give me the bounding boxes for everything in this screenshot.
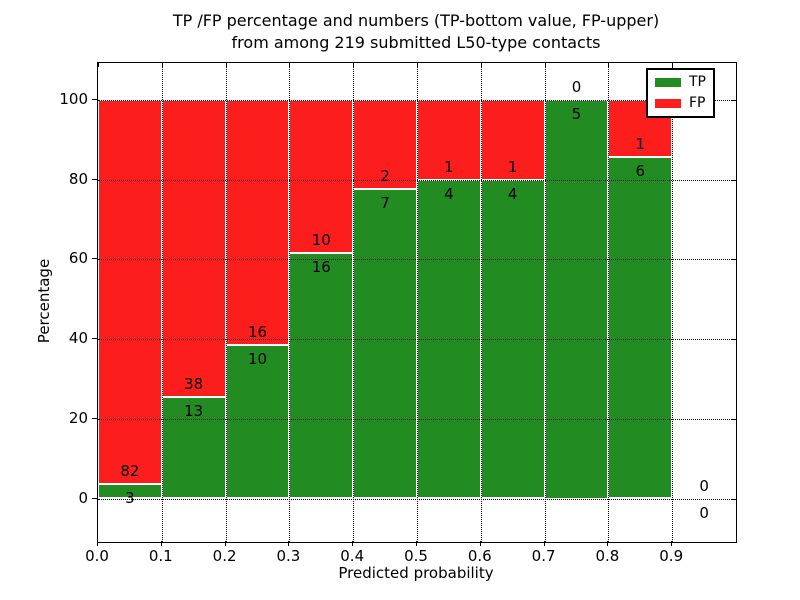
gridline-x	[225, 63, 227, 542]
x-tick-label: 0.1	[148, 547, 173, 565]
bar-segment-fp	[353, 100, 417, 189]
bar-segment-tp	[608, 156, 673, 499]
x-tick	[416, 541, 417, 546]
y-tick-label: 40	[68, 329, 88, 348]
bar-annotation-fp: 1	[444, 157, 454, 176]
gridline-x	[480, 63, 482, 542]
legend-item-fp: FP	[655, 96, 706, 111]
bar-annotation-tp: 6	[635, 161, 646, 180]
bar-segment-fp	[161, 100, 226, 397]
x-tick	[543, 541, 545, 546]
bar-annotation-tp: 10	[247, 350, 268, 369]
gridline-x	[417, 63, 418, 542]
bar-annotation-fp: 1	[635, 134, 646, 153]
chart-title-line2: from among 219 submitted L50-type contac…	[231, 33, 601, 52]
bar-annotation-fp: 10	[311, 231, 331, 250]
x-tick-label: 0.5	[404, 547, 428, 565]
x-tick-label: 0.2	[212, 547, 237, 565]
x-tick-label: 0.9	[659, 547, 684, 565]
bar-annotation-fp: 0	[571, 78, 582, 96]
x-tick-label: 0.3	[276, 547, 301, 565]
bar-annotation-tp: 4	[444, 184, 454, 203]
bar-annotation-tp: 0	[699, 503, 709, 522]
legend-item-tp: TP	[655, 75, 706, 90]
bar-annotation-tp: 16	[311, 258, 331, 277]
y-tick	[92, 497, 97, 499]
bar-segment-tp	[353, 188, 417, 499]
bar-annotation-fp: 0	[699, 476, 709, 495]
y-tick-label: 0	[78, 488, 88, 507]
gridline-x	[353, 63, 355, 542]
x-tick-top	[98, 63, 99, 67]
x-tick-label: 0.0	[85, 547, 109, 565]
bar-segment-fp	[98, 100, 162, 485]
x-tick-label: 0.7	[531, 547, 556, 565]
bar-annotation-fp: 16	[247, 323, 268, 342]
bar-annotation-fp: 2	[380, 166, 390, 185]
bar-annotation-fp: 38	[184, 374, 204, 393]
chart-title-line1: TP /FP percentage and numbers (TP-bottom…	[172, 11, 660, 30]
bar-annotation-fp: 82	[120, 462, 140, 481]
legend-label-fp: FP	[689, 95, 706, 111]
bar-annotation-tp: 5	[571, 105, 582, 123]
bar-segment-tp	[98, 484, 162, 499]
bar-segment-tp	[544, 100, 609, 499]
x-tick	[671, 541, 673, 546]
bar-segment-tp	[289, 253, 354, 499]
gridline-x	[608, 63, 610, 542]
gridline-x	[289, 63, 291, 542]
y-tick	[92, 338, 97, 340]
bar-annotation-fp: 1	[507, 157, 518, 176]
chart-title: TP /FP percentage and numbers (TP-bottom…	[97, 10, 735, 54]
y-tick-label: 100	[59, 90, 88, 108]
x-tick	[224, 541, 226, 546]
bar-annotation-tp: 13	[184, 401, 204, 420]
legend-label-tp: TP	[689, 74, 706, 90]
y-tick-label: 80	[68, 169, 88, 188]
bar-segment-tp	[225, 345, 290, 499]
bar-segment-fp	[225, 100, 290, 346]
bar-segment-tp	[161, 396, 226, 499]
gridline-x	[161, 63, 163, 542]
legend-swatch-fp	[655, 99, 681, 108]
x-tick	[97, 541, 98, 546]
y-tick-label: 20	[68, 408, 88, 427]
y-tick-label: 60	[68, 249, 88, 268]
legend: TP FP	[646, 68, 715, 118]
bar-annotation-tp: 3	[125, 489, 135, 508]
x-tick	[352, 541, 354, 546]
y-tick	[92, 99, 97, 100]
x-tick-label: 0.6	[467, 547, 492, 565]
x-tick	[160, 541, 162, 546]
y-tick	[92, 178, 97, 180]
legend-swatch-tp	[655, 78, 681, 87]
gridline-x	[672, 63, 674, 542]
bar-annotation-tp: 7	[380, 193, 390, 212]
bar-segment-fp	[480, 100, 545, 180]
x-tick	[288, 541, 290, 546]
x-axis-label: Predicted probability	[338, 564, 494, 582]
x-tick	[479, 541, 481, 546]
x-tick-label: 0.4	[340, 547, 365, 565]
plot-area: TP FP 82 3 38 13 16 10 10 16 2 7 1 4 1 4 0 5 1 6 0 0	[97, 62, 737, 543]
gridline-x	[544, 63, 546, 542]
bar-annotation-tp: 4	[507, 184, 518, 203]
y-tick	[92, 258, 97, 260]
x-tick	[607, 541, 609, 546]
x-tick-label: 0.8	[595, 547, 620, 565]
y-tick	[92, 417, 97, 419]
bar-segment-fp	[289, 100, 354, 254]
